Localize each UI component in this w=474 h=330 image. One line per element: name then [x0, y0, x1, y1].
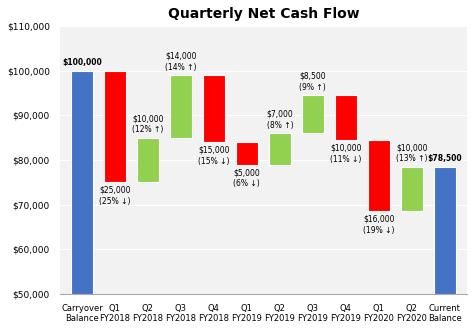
Bar	[434, 167, 456, 294]
Text: $15,000
(15% ↓): $15,000 (15% ↓)	[198, 146, 229, 166]
Title: Quarterly Net Cash Flow: Quarterly Net Cash Flow	[167, 7, 359, 21]
Bar	[302, 95, 324, 133]
Text: $5,000
(6% ↓): $5,000 (6% ↓)	[234, 168, 260, 188]
Text: $10,000
(11% ↓): $10,000 (11% ↓)	[330, 144, 362, 164]
Text: $16,000
(19% ↓): $16,000 (19% ↓)	[363, 215, 394, 235]
Bar	[170, 75, 191, 138]
Bar	[269, 133, 291, 165]
Text: $7,000
(8% ↑): $7,000 (8% ↑)	[266, 110, 293, 130]
Bar	[203, 75, 225, 142]
Bar	[236, 142, 257, 165]
Bar	[401, 167, 422, 212]
Bar	[368, 140, 390, 212]
Text: $10,000
(13% ↑): $10,000 (13% ↑)	[396, 143, 428, 163]
Bar	[137, 138, 159, 182]
Text: $14,000
(14% ↑): $14,000 (14% ↑)	[165, 52, 197, 72]
Text: $100,000: $100,000	[62, 58, 102, 67]
Bar	[104, 71, 126, 182]
Text: $25,000
(25% ↓): $25,000 (25% ↓)	[99, 186, 131, 206]
Text: $10,000
(12% ↑): $10,000 (12% ↑)	[132, 114, 164, 134]
Text: $78,500: $78,500	[428, 154, 462, 163]
Bar	[71, 71, 92, 294]
Bar	[335, 95, 356, 140]
Text: $8,500
(9% ↑): $8,500 (9% ↑)	[300, 72, 326, 92]
